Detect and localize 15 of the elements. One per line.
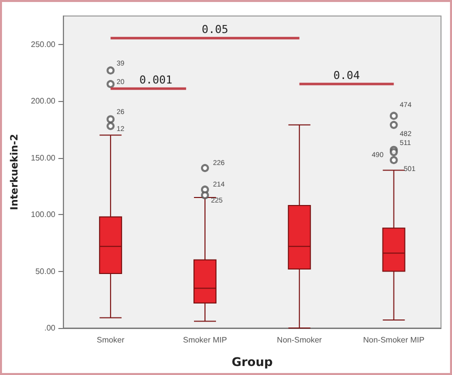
x-axis-title: Group <box>232 355 274 369</box>
annotation: 0.05 <box>202 23 228 36</box>
y-tick-label: .00 <box>44 324 56 332</box>
y-tick-label: 250.00 <box>30 40 56 49</box>
annotation: 0.04 <box>333 68 360 82</box>
y-tick-label: 200.00 <box>30 96 56 106</box>
x-tick-label: Non-Smoker <box>276 336 322 344</box>
annotation: 0.001 <box>139 74 172 87</box>
y-tick-label: 100.00 <box>30 210 56 220</box>
x-tick-label: Smoker <box>96 336 125 344</box>
y-tick-label: 150.00 <box>30 153 56 162</box>
x-tick-label: Non-Smoker MIP <box>363 336 424 344</box>
x-tick-label: Smoker MIP <box>182 336 227 344</box>
y-tick-label: 50.00 <box>35 266 56 276</box>
y-axis-title: Interkuekin-2 <box>10 134 20 210</box>
